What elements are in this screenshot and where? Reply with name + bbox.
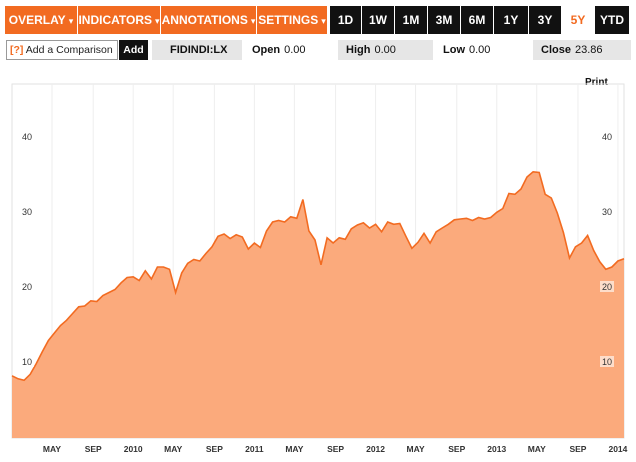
overlay-label: OVERLAY bbox=[8, 13, 66, 27]
print-link[interactable]: Print bbox=[585, 77, 608, 88]
x-tick-label: 2013 bbox=[487, 444, 506, 454]
y-tick-label-bg bbox=[600, 131, 614, 142]
x-tick-label: 2011 bbox=[245, 444, 264, 454]
y-tick-label-right: 10 bbox=[602, 357, 612, 367]
x-tick-label: SEP bbox=[327, 444, 344, 454]
y-tick-label-bg bbox=[20, 281, 34, 292]
x-tick-label: MAY bbox=[285, 444, 303, 454]
annotations-menu-button[interactable]: ANNOTATIONS ▾ bbox=[161, 6, 256, 34]
close-label: Close bbox=[541, 44, 571, 56]
high-label: High bbox=[346, 44, 371, 56]
y-tick-label-left: 20 bbox=[22, 282, 32, 292]
close-value: 23.86 bbox=[574, 44, 603, 56]
low-stat: Low 0.00 bbox=[435, 40, 530, 60]
open-stat: Open 0.00 bbox=[244, 40, 334, 60]
range-1y-button[interactable]: 1Y bbox=[494, 6, 528, 34]
y-tick-label-left: 40 bbox=[22, 132, 32, 142]
add-comparison-button[interactable]: Add bbox=[119, 40, 148, 60]
range-1d-button[interactable]: 1D bbox=[330, 6, 361, 34]
y-tick-label-left: 10 bbox=[22, 357, 32, 367]
range-ytd-button[interactable]: YTD bbox=[595, 6, 629, 34]
add-comparison-input[interactable]: [?] Add a Comparison bbox=[6, 40, 118, 60]
y-tick-label-bg bbox=[20, 206, 34, 217]
x-tick-label: 2010 bbox=[124, 444, 143, 454]
settings-menu-button[interactable]: SETTINGS ▾ bbox=[257, 6, 327, 34]
high-stat: High 0.00 bbox=[338, 40, 433, 60]
price-line bbox=[11, 170, 625, 382]
chevron-down-icon: ▾ bbox=[68, 16, 74, 26]
low-label: Low bbox=[443, 44, 465, 56]
y-tick-label-bg bbox=[20, 131, 34, 142]
y-tick-label-bg bbox=[600, 206, 614, 217]
range-3m-button[interactable]: 3M bbox=[428, 6, 460, 34]
range-6m-button[interactable]: 6M bbox=[461, 6, 493, 34]
y-tick-label-bg bbox=[20, 356, 34, 367]
y-axis-labels: 10 10 20 20 30 30 40 40 bbox=[20, 131, 614, 367]
x-tick-label: 2012 bbox=[366, 444, 385, 454]
range-5y-button[interactable]: 5Y bbox=[562, 6, 594, 34]
x-tick-label: MAY bbox=[407, 444, 425, 454]
indicators-menu-button[interactable]: INDICATORS ▾ bbox=[78, 6, 160, 34]
ticker-symbol: FIDINDI:LX bbox=[152, 40, 242, 60]
overlay-menu-button[interactable]: OVERLAY ▾ bbox=[5, 6, 77, 34]
close-stat: Close 23.86 bbox=[533, 40, 631, 60]
chevron-down-icon: ▾ bbox=[321, 16, 326, 26]
annotations-label: ANNOTATIONS bbox=[161, 13, 248, 27]
range-1w-button[interactable]: 1W bbox=[362, 6, 394, 34]
y-tick-label-right: 20 bbox=[602, 282, 612, 292]
indicators-label: INDICATORS bbox=[78, 13, 153, 27]
help-icon[interactable]: [?] bbox=[10, 44, 24, 56]
range-1m-button[interactable]: 1M bbox=[395, 6, 427, 34]
x-tick-label: SEP bbox=[206, 444, 223, 454]
quote-info-row: [?] Add a Comparison Add FIDINDI:LX Open… bbox=[0, 38, 636, 62]
open-label: Open bbox=[252, 44, 281, 56]
y-tick-label-right: 30 bbox=[602, 207, 612, 217]
high-value: 0.00 bbox=[374, 44, 396, 56]
y-tick-label-bg bbox=[600, 356, 614, 367]
y-tick-label-left: 30 bbox=[22, 207, 32, 217]
open-value: 0.00 bbox=[284, 44, 306, 56]
x-tick-label: SEP bbox=[85, 444, 102, 454]
range-3y-button[interactable]: 3Y bbox=[529, 6, 561, 34]
y-tick-label-right: 40 bbox=[602, 132, 612, 142]
toolbar: OVERLAY ▾ INDICATORS ▾ ANNOTATIONS ▾ SETTIN… bbox=[0, 0, 636, 37]
x-tick-label: SEP bbox=[448, 444, 465, 454]
price-area bbox=[12, 171, 624, 439]
y-tick-label-bg bbox=[600, 281, 614, 292]
x-tick-label: MAY bbox=[528, 444, 546, 454]
settings-label: SETTINGS bbox=[258, 13, 319, 27]
chevron-down-icon: ▾ bbox=[155, 16, 160, 26]
chevron-down-icon: ▾ bbox=[250, 16, 256, 26]
low-value: 0.00 bbox=[469, 44, 491, 56]
x-axis-labels: MAY SEP 2010 MAY SEP 2011 MAY SEP 2012 MAY SEP 2013… bbox=[43, 444, 628, 454]
x-tick-label: 2014 bbox=[608, 444, 627, 454]
x-tick-label: SEP bbox=[569, 444, 586, 454]
compare-placeholder: Add a Comparison bbox=[25, 44, 113, 56]
x-tick-label: MAY bbox=[164, 444, 182, 454]
x-tick-label: MAY bbox=[43, 444, 61, 454]
